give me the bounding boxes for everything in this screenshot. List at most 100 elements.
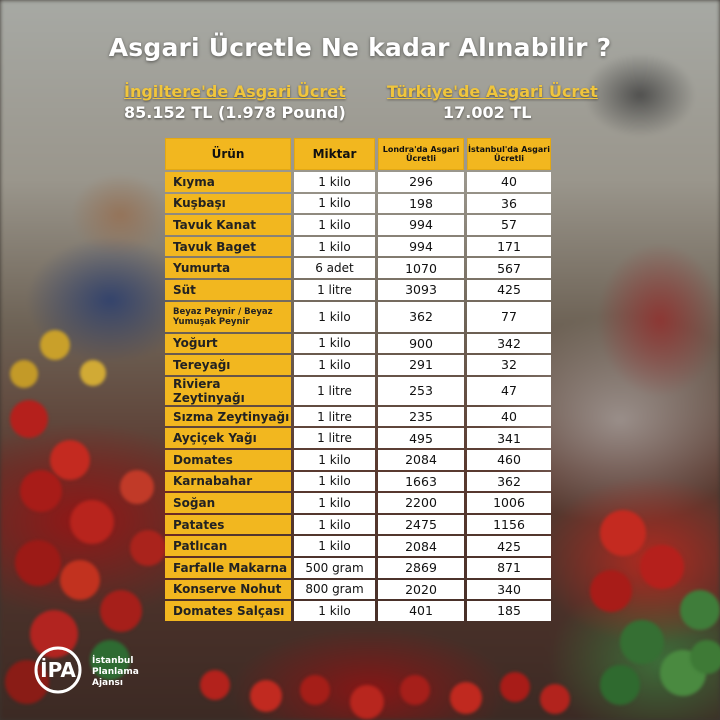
product-cell: Patates — [165, 514, 291, 535]
produce-blob — [10, 360, 38, 388]
produce-blob — [120, 470, 154, 504]
produce-blob — [100, 590, 142, 632]
quantity-cell: 1 litre — [294, 406, 375, 427]
table-row: Tereyağı 1 kilo 291 32 — [165, 355, 551, 375]
table-row: Ayçiçek Yağı 1 litre 495 341 — [165, 428, 551, 448]
quantity-cell: 1 litre — [294, 376, 375, 405]
product-cell: Süt — [165, 279, 291, 300]
produce-blob — [600, 665, 640, 705]
istanbul-cell: 171 — [467, 236, 551, 257]
quantity-cell: 1 kilo — [294, 493, 375, 513]
table-row: Yumurta 6 adet 1070 567 — [165, 258, 551, 278]
ipa-logo: İPA — [34, 646, 82, 694]
produce-blob — [640, 545, 684, 589]
istanbul-cell: 362 — [467, 471, 551, 492]
london-cell: 362 — [378, 301, 464, 332]
product-cell: Tavuk Baget — [165, 236, 291, 257]
table-row: Karnabahar 1 kilo 1663 362 — [165, 471, 551, 492]
product-cell: Domates — [165, 449, 291, 470]
table-row: Beyaz Peynir / Beyaz Yumuşak Peynir 1 kil… — [165, 301, 551, 332]
header-london: Londra'da Asgari Ücretli — [378, 138, 464, 170]
table-row: Domates Salçası 1 kilo 401 185 — [165, 601, 551, 621]
quantity-cell: 1 kilo — [294, 536, 375, 556]
table-row: Kuşbaşı 1 kilo 198 36 — [165, 193, 551, 214]
product-cell: Tereyağı — [165, 355, 291, 375]
product-cell: Sızma Zeytinyağı — [165, 406, 291, 427]
london-cell: 2475 — [378, 514, 464, 535]
produce-blob — [300, 675, 330, 705]
table-row: Patlıcan 1 kilo 2084 425 — [165, 536, 551, 556]
istanbul-cell: 36 — [467, 193, 551, 214]
table-row: Domates 1 kilo 2084 460 — [165, 449, 551, 470]
product-cell: Beyaz Peynir / Beyaz Yumuşak Peynir — [165, 301, 291, 332]
quantity-cell: 500 gram — [294, 557, 375, 578]
table-row: Soğan 1 kilo 2200 1006 — [165, 493, 551, 513]
london-cell: 2869 — [378, 557, 464, 578]
logo-line-2: Planlama — [92, 667, 139, 677]
produce-blob — [80, 360, 106, 386]
quantity-cell: 1 kilo — [294, 601, 375, 621]
produce-blob — [500, 672, 530, 702]
tr-minimum-wage: Türkiye'de Asgari Ücret 17.002 TL — [387, 82, 598, 122]
uk-wage-value: 85.152 TL (1.978 Pound) — [124, 103, 346, 122]
produce-blob — [5, 660, 49, 704]
table-row: Tavuk Baget 1 kilo 994 171 — [165, 236, 551, 257]
price-table: Ürün Miktar Londra'da Asgari Ücretli İst… — [162, 136, 554, 623]
istanbul-cell: 341 — [467, 428, 551, 448]
istanbul-cell: 77 — [467, 301, 551, 332]
london-cell: 253 — [378, 376, 464, 405]
product-cell: Karnabahar — [165, 471, 291, 492]
table-row: Yoğurt 1 kilo 900 342 — [165, 333, 551, 354]
product-cell: Soğan — [165, 493, 291, 513]
london-cell: 2020 — [378, 579, 464, 600]
istanbul-cell: 185 — [467, 601, 551, 621]
istanbul-cell: 871 — [467, 557, 551, 578]
istanbul-cell: 40 — [467, 406, 551, 427]
istanbul-cell: 1006 — [467, 493, 551, 513]
header-product: Ürün — [165, 138, 291, 170]
istanbul-cell: 342 — [467, 333, 551, 354]
istanbul-cell: 47 — [467, 376, 551, 405]
produce-blob — [50, 440, 90, 480]
product-cell: Kuşbaşı — [165, 193, 291, 214]
london-cell: 900 — [378, 333, 464, 354]
product-cell: Yoğurt — [165, 333, 291, 354]
quantity-cell: 1 litre — [294, 279, 375, 300]
produce-blob — [680, 590, 720, 630]
logo-line-3: Ajansı — [92, 678, 123, 688]
quantity-cell: 1 kilo — [294, 449, 375, 470]
produce-blob — [250, 680, 282, 712]
london-cell: 2200 — [378, 493, 464, 513]
uk-wage-label: İngiltere'de Asgari Ücret — [124, 82, 346, 101]
london-cell: 235 — [378, 406, 464, 427]
uk-minimum-wage: İngiltere'de Asgari Ücret 85.152 TL (1.9… — [124, 82, 346, 122]
quantity-cell: 6 adet — [294, 258, 375, 278]
london-cell: 401 — [378, 601, 464, 621]
product-cell: Domates Salçası — [165, 601, 291, 621]
istanbul-cell: 425 — [467, 536, 551, 556]
product-cell: Yumurta — [165, 258, 291, 278]
quantity-cell: 1 kilo — [294, 172, 375, 192]
quantity-cell: 1 litre — [294, 428, 375, 448]
london-cell: 296 — [378, 172, 464, 192]
london-cell: 3093 — [378, 279, 464, 300]
produce-blob — [590, 570, 632, 612]
produce-blob — [15, 540, 61, 586]
quantity-cell: 800 gram — [294, 579, 375, 600]
istanbul-cell: 460 — [467, 449, 551, 470]
quantity-cell: 1 kilo — [294, 355, 375, 375]
tr-wage-label: Türkiye'de Asgari Ücret — [387, 82, 598, 101]
london-cell: 198 — [378, 193, 464, 214]
istanbul-cell: 1156 — [467, 514, 551, 535]
table-row: Farfalle Makarna 500 gram 2869 871 — [165, 557, 551, 578]
table-row: Konserve Nohut 800 gram 2020 340 — [165, 579, 551, 600]
product-cell: Kıyma — [165, 172, 291, 192]
table-row: Kıyma 1 kilo 296 40 — [165, 172, 551, 192]
tr-wage-value: 17.002 TL — [443, 103, 532, 122]
produce-blob — [400, 675, 430, 705]
london-cell: 291 — [378, 355, 464, 375]
logo-text: İstanbul Planlama Ajansı — [92, 656, 139, 689]
london-cell: 1663 — [378, 471, 464, 492]
produce-blob — [450, 682, 482, 714]
quantity-cell: 1 kilo — [294, 215, 375, 235]
